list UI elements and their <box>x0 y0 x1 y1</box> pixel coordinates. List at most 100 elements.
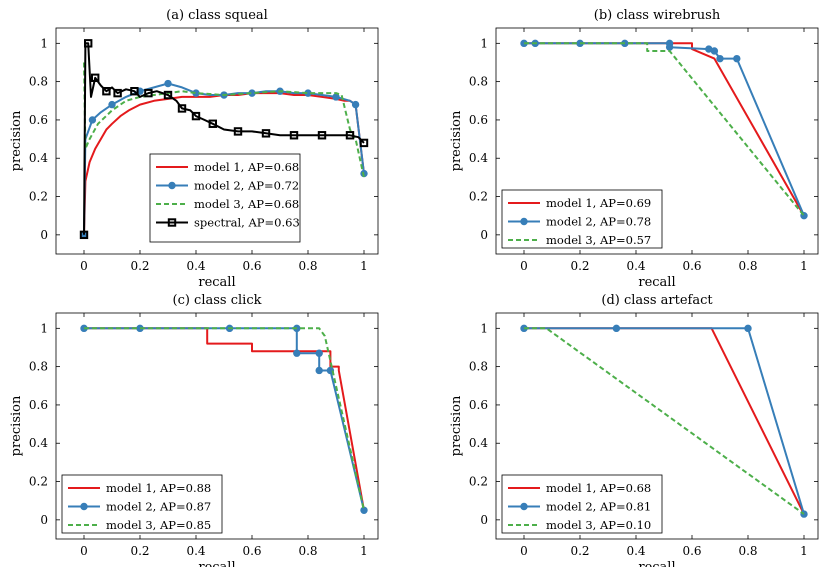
y-tick-label: 1 <box>480 36 488 50</box>
data-point <box>716 54 724 63</box>
x-tick-label: 1 <box>360 259 368 273</box>
y-tick-label: 0.6 <box>29 113 48 127</box>
legend-marker <box>167 218 177 227</box>
x-tick-label: 0.4 <box>186 259 205 273</box>
y-tick-label: 0.2 <box>29 190 48 204</box>
y-tick-label: 0.2 <box>29 475 48 489</box>
legend-box <box>149 153 301 243</box>
legend-marker <box>520 217 528 226</box>
y-tick-label: 0.8 <box>469 75 488 89</box>
data-point <box>612 324 621 333</box>
data-point <box>733 54 741 63</box>
y-tick-label: 0.4 <box>469 436 488 450</box>
data-point <box>315 349 323 357</box>
data-point <box>710 47 719 55</box>
legend: model 1, AP=0.68 model 2, AP=0.72 model 3,… <box>149 153 301 243</box>
plot-frame <box>55 27 379 255</box>
chart-panel-3: (c) class click 0 0.2 0.4 0.6 0.8 1 0 0.2 0.4 0.6 0… <box>9 293 379 567</box>
series-line-1 <box>83 92 365 235</box>
legend-label: model 3, AP=0.85 <box>106 518 211 532</box>
x-tick-label: 1 <box>800 544 808 558</box>
y-tick-label: 0 <box>480 228 488 242</box>
x-tick-label: 0.4 <box>626 544 645 558</box>
legend-label: model 2, AP=0.72 <box>194 179 299 193</box>
series-line-2 <box>524 327 805 515</box>
legend-label: model 3, AP=0.10 <box>546 518 651 532</box>
data-point <box>84 39 93 48</box>
legend-box <box>61 474 223 534</box>
x-axis-label: recall <box>198 560 235 567</box>
legend-label: model 2, AP=0.78 <box>546 215 651 229</box>
data-point <box>317 131 327 140</box>
data-point <box>345 131 355 140</box>
legend-label: model 1, AP=0.69 <box>546 196 651 210</box>
legend-marker <box>168 181 176 190</box>
x-tick-label: 0 <box>520 544 528 558</box>
x-tick-label: 0 <box>80 544 88 558</box>
data-point <box>113 88 122 98</box>
data-point <box>665 43 674 51</box>
legend-label: spectral, AP=0.63 <box>194 216 300 230</box>
data-point <box>208 119 218 128</box>
y-tick-label: 0.8 <box>469 360 488 374</box>
data-point <box>315 366 323 375</box>
y-tick-label: 0.8 <box>29 75 48 89</box>
data-point <box>261 129 271 138</box>
y-tick-label: 0.4 <box>29 436 48 450</box>
data-point <box>360 506 368 514</box>
y-axis-label: precision <box>449 110 464 171</box>
x-tick-label: 1 <box>800 259 808 273</box>
y-tick-label: 0.2 <box>469 475 488 489</box>
data-point <box>177 104 187 113</box>
x-tick-label: 0.4 <box>626 259 645 273</box>
legend-label: model 1, AP=0.68 <box>546 481 651 495</box>
chart-title: (c) class click <box>173 293 262 308</box>
x-tick-label: 0.8 <box>738 544 757 558</box>
y-tick-label: 0 <box>40 513 48 527</box>
data-point <box>293 349 301 357</box>
data-point <box>164 79 172 88</box>
x-tick-label: 0.8 <box>298 544 317 558</box>
series-line-3 <box>524 327 805 515</box>
data-point <box>130 87 139 96</box>
data-point <box>744 324 752 333</box>
y-axis-label: precision <box>449 395 464 456</box>
plot-frame <box>495 27 819 255</box>
data-point <box>359 138 369 148</box>
y-tick-label: 0.8 <box>29 360 48 374</box>
y-tick-label: 1 <box>40 36 48 50</box>
plot-frame <box>495 312 819 540</box>
legend-label: model 3, AP=0.68 <box>194 197 299 211</box>
x-tick-label: 0.6 <box>242 544 261 558</box>
data-point <box>289 131 299 140</box>
data-point <box>351 100 360 109</box>
chart-panel-1: (a) class squeal 0 0.2 0.4 0.6 0.8 1 0 0.2 0.4 0.6… <box>9 8 379 290</box>
y-axis-label: precision <box>9 395 24 456</box>
x-tick-label: 0.6 <box>242 259 261 273</box>
chart-title: (d) class artefact <box>601 293 713 308</box>
x-tick-label: 1 <box>360 544 368 558</box>
x-axis-label: recall <box>638 275 675 290</box>
x-tick-label: 0.8 <box>298 259 317 273</box>
data-point <box>79 230 89 240</box>
x-tick-label: 0.2 <box>130 259 149 273</box>
y-tick-label: 0.4 <box>469 151 488 165</box>
y-tick-label: 0.6 <box>29 398 48 412</box>
legend-marker <box>520 502 528 511</box>
x-tick-label: 0 <box>520 259 528 273</box>
y-axis-label: precision <box>9 110 24 171</box>
data-point <box>88 116 97 124</box>
legend-marker <box>80 502 88 511</box>
series-line-3 <box>524 42 805 217</box>
y-tick-label: 0.6 <box>469 398 488 412</box>
legend-label: model 1, AP=0.88 <box>106 481 211 495</box>
legend: model 1, AP=0.69 model 2, AP=0.78 model 3,… <box>501 189 663 249</box>
data-point <box>144 88 153 98</box>
x-tick-label: 0.2 <box>570 259 589 273</box>
y-tick-label: 1 <box>480 321 488 335</box>
legend-label: model 2, AP=0.87 <box>106 500 211 514</box>
legend-label: model 1, AP=0.68 <box>194 160 299 174</box>
x-tick-label: 0 <box>80 259 88 273</box>
x-tick-label: 0.6 <box>682 259 701 273</box>
